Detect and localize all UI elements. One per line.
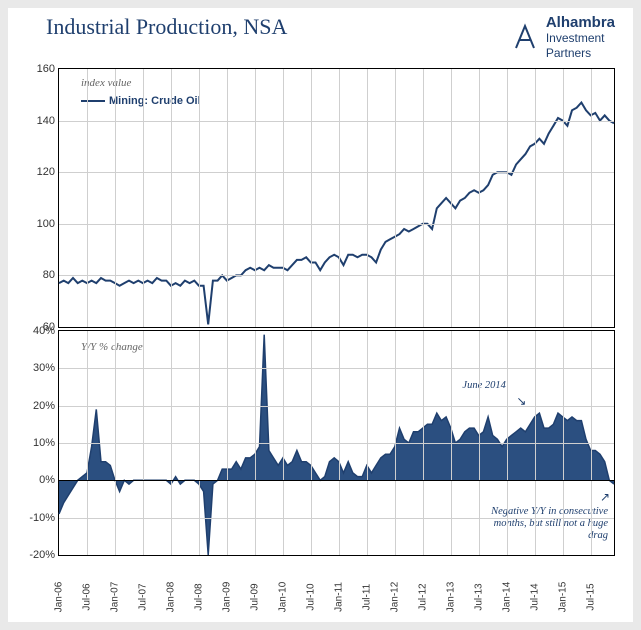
gridline-v bbox=[87, 331, 88, 555]
x-tick-label: Jul-12 bbox=[417, 583, 428, 610]
y-tick-label: 160 bbox=[37, 63, 59, 75]
gridline-v bbox=[227, 69, 228, 327]
y-tick-label: 40% bbox=[33, 325, 59, 337]
x-tick-label: Jan-11 bbox=[333, 582, 344, 612]
gridline-v bbox=[171, 331, 172, 555]
x-tick-label: Jan-14 bbox=[501, 582, 512, 613]
gridline-v bbox=[171, 69, 172, 327]
y-tick-label: -20% bbox=[29, 549, 59, 561]
gridline-v bbox=[535, 69, 536, 327]
x-tick-label: Jul-07 bbox=[137, 583, 148, 610]
gridline-v bbox=[507, 331, 508, 555]
gridline-v bbox=[283, 69, 284, 327]
gridline-v bbox=[227, 331, 228, 555]
y-tick-label: 0% bbox=[39, 474, 59, 486]
gridline-v bbox=[479, 69, 480, 327]
gridline-v bbox=[535, 331, 536, 555]
x-tick-label: Jan-15 bbox=[557, 582, 568, 613]
gridline-v bbox=[255, 69, 256, 327]
x-tick-label: Jul-11 bbox=[361, 584, 372, 611]
x-tick-label: Jul-10 bbox=[305, 583, 316, 610]
x-tick-label: Jul-14 bbox=[529, 583, 540, 610]
y-tick-label: 10% bbox=[33, 437, 59, 449]
gridline-v bbox=[255, 331, 256, 555]
gridline-v bbox=[339, 69, 340, 327]
arrow-up-icon: ↗ bbox=[600, 490, 610, 505]
gridline-v bbox=[339, 331, 340, 555]
gridline-v bbox=[563, 69, 564, 327]
annotation-june-2014: June 2014 bbox=[462, 380, 505, 392]
x-tick-label: Jul-09 bbox=[249, 583, 260, 610]
arrow-down-icon: ↘ bbox=[516, 394, 526, 409]
gridline-v bbox=[115, 69, 116, 327]
x-tick-label: Jul-13 bbox=[473, 583, 484, 610]
y-tick-label: 140 bbox=[37, 115, 59, 127]
gridline-v bbox=[591, 69, 592, 327]
gridline-v bbox=[479, 331, 480, 555]
gridline-v bbox=[563, 331, 564, 555]
x-tick-label: Jan-13 bbox=[445, 582, 456, 613]
x-tick-label: Jan-06 bbox=[54, 582, 65, 613]
bottom-panel: Y/Y % change June 2014 ↘ Negative Y/Y in… bbox=[58, 330, 615, 556]
gridline-v bbox=[283, 331, 284, 555]
top-panel: index value Mining: Crude Oil 6080100120… bbox=[58, 68, 615, 328]
gridline-v bbox=[311, 331, 312, 555]
gridline-v bbox=[311, 69, 312, 327]
x-tick-label: Jan-10 bbox=[277, 582, 288, 613]
gridline-v bbox=[423, 331, 424, 555]
x-tick-label: Jan-09 bbox=[221, 582, 232, 613]
gridline-v bbox=[395, 331, 396, 555]
brand-line3: Partners bbox=[546, 46, 591, 60]
zero-line bbox=[59, 480, 614, 481]
gridline-v bbox=[143, 69, 144, 327]
y-tick-label: 100 bbox=[37, 218, 59, 230]
brand-line2: Investment bbox=[546, 31, 605, 45]
gridline-v bbox=[423, 69, 424, 327]
y-tick-label: -10% bbox=[29, 512, 59, 524]
gridline-v bbox=[591, 331, 592, 555]
gridline-v bbox=[395, 69, 396, 327]
gridline-v bbox=[451, 69, 452, 327]
brand-mark-icon bbox=[512, 22, 538, 54]
y-tick-label: 120 bbox=[37, 166, 59, 178]
y-tick-label: 30% bbox=[33, 362, 59, 374]
gridline-v bbox=[199, 69, 200, 327]
x-tick-label: Jul-08 bbox=[193, 583, 204, 610]
gridline-v bbox=[115, 331, 116, 555]
header-row: Industrial Production, NSA Alhambra Inve… bbox=[8, 8, 633, 61]
gridline-v bbox=[87, 69, 88, 327]
x-tick-label: Jan-12 bbox=[389, 582, 400, 613]
brand-logo: Alhambra Investment Partners bbox=[512, 14, 615, 61]
gridline-v bbox=[143, 331, 144, 555]
y-tick-label: 20% bbox=[33, 400, 59, 412]
chart-title: Industrial Production, NSA bbox=[46, 14, 287, 40]
y-tick-label: 80 bbox=[43, 269, 59, 281]
gridline-v bbox=[199, 331, 200, 555]
x-tick-label: Jan-08 bbox=[165, 582, 176, 613]
gridline-v bbox=[367, 331, 368, 555]
x-tick-label: Jul-15 bbox=[585, 583, 596, 610]
x-tick-label: Jan-07 bbox=[109, 582, 120, 613]
gridline-v bbox=[451, 331, 452, 555]
chart-frame: Industrial Production, NSA Alhambra Inve… bbox=[8, 8, 633, 622]
gridline-v bbox=[367, 69, 368, 327]
gridline-v bbox=[507, 69, 508, 327]
x-tick-label: Jul-06 bbox=[81, 583, 92, 610]
brand-name: Alhambra bbox=[546, 14, 615, 31]
